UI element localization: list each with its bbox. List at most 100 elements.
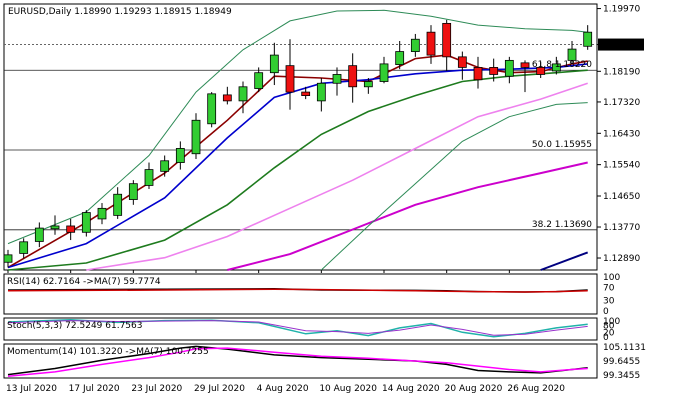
bear-candle: [301, 86, 311, 100]
bull-candle: [332, 67, 342, 96]
y-tick-label: 1.14650: [603, 192, 640, 202]
candle-body: [191, 119, 201, 155]
stoch-signal: [7, 320, 588, 336]
candle-body: [254, 72, 264, 89]
candle-body: [160, 160, 170, 172]
bollinger-upper: [7, 9, 588, 245]
ma-green: [7, 69, 588, 271]
bull-candle: [238, 81, 248, 114]
candle-body: [50, 225, 60, 230]
bull-candle: [269, 42, 279, 86]
rsi-label: RSI(14) 62.7164 ->MA(7) 59.7774: [7, 277, 161, 287]
bull-candle: [551, 56, 561, 75]
y-tick-label: 1.18190: [603, 67, 640, 77]
ma-dark-red: [7, 54, 588, 269]
x-tick-label: 26 Aug 2020: [507, 384, 565, 394]
ma-magenta: [227, 161, 588, 271]
last-price-box: [598, 38, 644, 51]
candle-body: [442, 22, 452, 58]
candle-body: [551, 63, 561, 72]
candle-body: [567, 48, 577, 61]
bear-candle: [426, 25, 436, 64]
candle-body: [285, 65, 295, 93]
candle-body: [520, 62, 530, 68]
candle-body: [457, 56, 467, 68]
candle-body: [316, 82, 326, 102]
fib-618-label: 61.8 1.18220: [532, 60, 592, 70]
bull-candle: [583, 25, 593, 50]
candle-body: [301, 91, 311, 97]
bull-candle: [410, 33, 420, 57]
fib-500-label: 50.0 1.15955: [532, 140, 592, 150]
candle-body: [332, 74, 342, 84]
x-tick-label: 4 Aug 2020: [257, 384, 309, 394]
momentum-tick-label: 105.1131: [603, 343, 646, 353]
candle-body: [410, 38, 420, 52]
candle-body: [222, 94, 232, 102]
bear-candle: [222, 86, 232, 105]
bull-candle: [207, 92, 217, 128]
candle-body: [489, 67, 499, 75]
candle-body: [536, 67, 546, 75]
indicator-panel-frame: [3, 317, 598, 341]
bull-candle: [254, 67, 264, 93]
indicator-panel-frame: [3, 343, 598, 379]
bull-candle: [504, 56, 514, 84]
candle-body: [34, 227, 44, 242]
candle-body: [113, 193, 123, 216]
y-tick-label: 1.16430: [603, 129, 640, 139]
ma-violet: [86, 82, 588, 271]
bull-candle: [567, 40, 577, 64]
indicator-panel-frame: [3, 273, 598, 315]
candle-body: [175, 148, 185, 163]
ma-blue: [7, 63, 588, 269]
candles: [3, 19, 593, 268]
rsi-tick-label: 0: [603, 307, 609, 317]
bull-candle: [34, 222, 44, 248]
candle-body: [97, 207, 107, 220]
y-tick-label: 1.19970: [603, 5, 640, 15]
stoch-label: Stoch(5,3,3) 72.5249 61.7563: [7, 321, 142, 331]
main-panel-frame: [3, 3, 598, 271]
bollinger-lower: [320, 102, 588, 271]
candle-body: [348, 65, 358, 88]
candle-body: [504, 59, 514, 77]
bull-candle: [128, 180, 138, 205]
bull-candle: [379, 56, 389, 84]
bear-candle: [285, 39, 295, 110]
fib-382-label: 38.2 1.13690: [532, 220, 592, 230]
x-tick-label: 14 Aug 2020: [382, 384, 440, 394]
x-tick-label: 20 Aug 2020: [445, 384, 503, 394]
bull-candle: [175, 141, 185, 170]
x-tick-label: 10 Aug 2020: [319, 384, 377, 394]
y-tick-label: 1.13770: [603, 223, 640, 233]
indicator-lines: [7, 9, 589, 378]
momentum-label: Momentum(14) 101.3220 ->MA(7) 100.7255: [7, 347, 209, 357]
candle-body: [583, 31, 593, 47]
candle-body: [3, 254, 13, 263]
candle-body: [395, 51, 405, 65]
bull-candle: [395, 40, 405, 70]
y-tick-label: 1.12890: [603, 254, 640, 264]
rsi-tick-label: 100: [603, 273, 620, 283]
grid-layer: [3, 3, 601, 379]
bear-candle: [66, 218, 76, 241]
bear-candle: [489, 58, 499, 82]
candle-body: [269, 54, 279, 74]
x-tick-label: 17 Jul 2020: [69, 384, 120, 394]
bear-candle: [473, 56, 483, 89]
momentum-tick-label: 99.6455: [603, 357, 640, 367]
bull-candle: [113, 187, 123, 219]
momentum-tick-label: 99.3455: [603, 371, 640, 381]
bull-candle: [160, 155, 170, 177]
stoch-tick-label: 0: [603, 333, 609, 343]
momentum-line: [7, 345, 588, 376]
candle-body: [379, 63, 389, 82]
bear-candle: [348, 53, 358, 103]
candle-body: [238, 86, 248, 102]
bull-candle: [144, 162, 154, 189]
rsi-tick-label: 30: [603, 297, 615, 307]
bear-candle: [536, 62, 546, 78]
